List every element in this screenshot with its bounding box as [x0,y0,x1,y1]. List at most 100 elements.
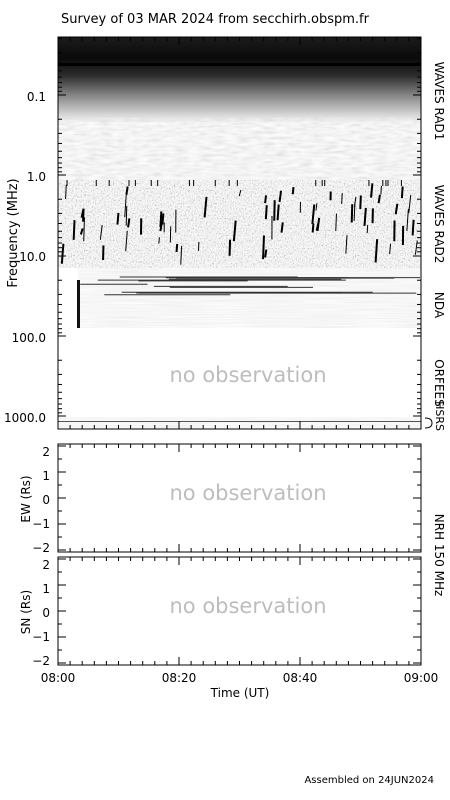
ew-panel: no observation EW (Rs) 2 1 0 −1 −2 [19,443,422,555]
rad2-burst-line [394,203,399,215]
rad2-burst-line [370,183,374,198]
sn-ylabel: SN (Rs) [19,590,33,634]
rad2-burst-line [363,207,367,226]
rad2-burst-line [264,195,268,204]
rad2-burst-line [124,194,127,218]
rad2-burst-line [315,203,318,211]
instrument-label-rad1: WAVES RAD1 [432,62,446,141]
xtick-label-2: 08:40 [283,671,318,685]
rad2-burst-line [83,217,85,242]
rad2-burst-line [353,202,356,221]
ew-ytick-4: −2 [32,541,50,555]
rad2-burst-lines [60,180,418,265]
assembled-note: Assembled on 24JUN2024 [304,775,434,786]
rad1-dark-line [58,63,421,66]
rad1-band [58,37,421,122]
spectrogram-ticks [57,37,422,429]
nda-lines [80,276,420,296]
rad2-burst-line [280,222,284,233]
rad2-burst-line [316,217,321,232]
rad2-burst-line [60,243,65,264]
sn-ytick-0: 2 [42,558,50,572]
sn-no-observation: no observation [169,594,326,618]
rad2-burst-line [180,245,183,265]
nda-edge [77,280,80,328]
rad2-burst-line [350,204,354,223]
rad2-burst-line [232,220,237,242]
rad2-burst-line [341,193,343,204]
xtick-label-0: 08:00 [41,671,76,685]
hsrs-line [58,421,421,422]
rad2-burst-line [366,224,369,234]
rad2-burst-line [408,194,412,213]
rad2-burst-line [203,196,208,218]
rad2-burst-line [345,235,348,254]
hsrs-bracket [424,417,433,429]
rad2-burst-line [158,237,160,244]
rad2-burst-line [291,186,295,195]
ew-no-observation: no observation [169,481,326,505]
rad2-burst-line [65,184,67,200]
rad2-burst-line [238,189,242,197]
rad2-burst-line [72,220,76,240]
instrument-label-orfees: ORFEES [432,359,446,406]
rad2-burst-line [335,213,337,232]
rad2-burst-line [159,221,163,232]
rad2-burst-line [406,208,409,232]
rad2-burst-line [99,224,103,240]
ew-ytick-0: 2 [42,445,50,459]
rad2-burst-line [262,235,265,260]
ytick-label-2: 10.0 [19,250,46,264]
spectrogram-panel: no observation 0.1 1.0 10.0 100.0 1000.0… [4,36,446,431]
x-axis-label: Time (UT) [210,686,270,700]
rad2-burst-line [79,228,84,235]
rad2-burst-line [380,185,382,195]
rad2-burst-line [400,186,404,199]
ew-ytick-3: −1 [32,517,50,531]
rad2-burst-line [374,239,379,263]
rad2-burst-line [278,190,283,203]
rad2-burst-line [80,208,85,218]
spectrogram-ylabel: Frequency (MHz) [6,178,21,287]
ew-ylabel: EW (Rs) [19,475,33,522]
nrh-label: NRH 150 MHz [432,514,446,597]
instrument-label-nda: NDA [432,292,446,319]
rad2-burst-line [311,204,316,224]
ytick-label-3: 100.0 [12,331,46,345]
rad2-burst-line [125,230,128,252]
ytick-label-4: 1000.0 [4,411,46,425]
sn-ytick-3: −1 [32,630,50,644]
rad2-burst-line [264,205,268,220]
ew-ytick-1: 1 [42,469,50,483]
sn-ticks [57,557,422,665]
rad2-burst-line [116,212,120,225]
rad2-burst-line [411,219,415,236]
rad2-burst-line [414,240,418,255]
rad1-lower-texture [58,118,421,180]
ytick-label-0: 0.1 [27,90,46,104]
rad2-burst-line [228,239,232,256]
ew-ytick-2: 0 [42,493,50,507]
hsrs-strip [58,417,421,429]
rad2-burst-line [311,223,315,233]
sn-ytick-2: 0 [42,606,50,620]
sn-panel: no observation SN (Rs) 2 1 0 −1 −2 [19,556,422,668]
rad2-burst-line [127,218,131,228]
ytick-label-1: 1.0 [27,170,46,184]
rad2-burst-line [175,243,179,253]
spectrogram-no-observation: no observation [169,363,326,387]
xtick-label-1: 08:20 [162,671,197,685]
ew-ticks [57,444,422,552]
rad2-burst-line [264,249,268,258]
rad2-burst-line [125,205,128,226]
instrument-label-rad2: WAVES RAD2 [432,185,446,264]
rad2-burst-line [359,195,362,210]
sn-ytick-1: 1 [42,582,50,596]
rad2-burst-line [389,243,392,255]
sn-ytick-4: −2 [32,654,50,668]
instrument-label-hsrs: HSRS [433,401,446,431]
rad2-burst-line [125,186,129,195]
rad2-burst-line [377,194,381,204]
xtick-label-3: 09:00 [404,671,439,685]
